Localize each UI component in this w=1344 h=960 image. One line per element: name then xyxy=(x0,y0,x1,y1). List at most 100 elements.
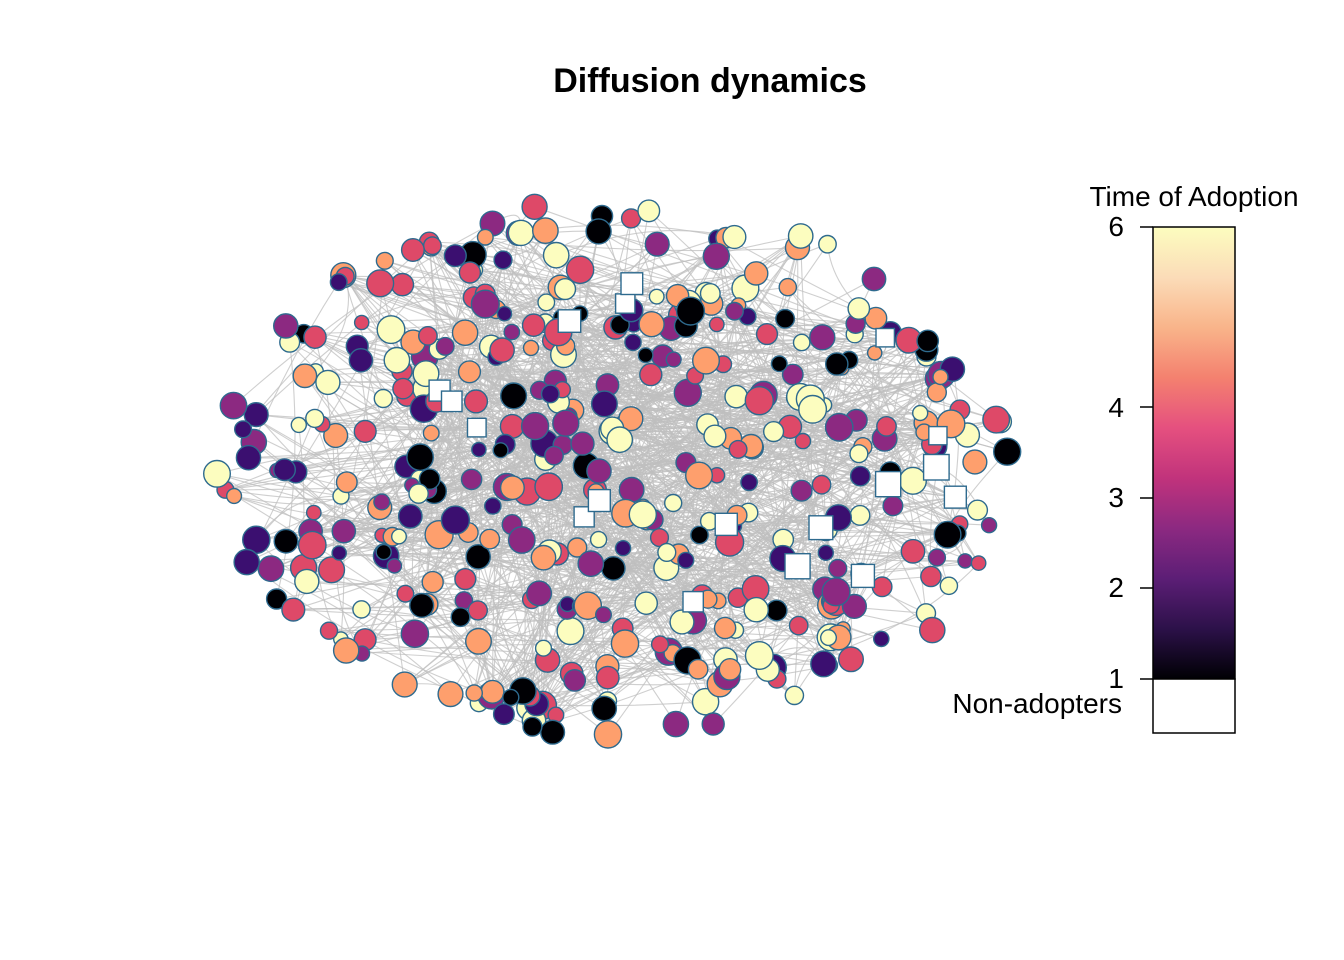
non-adopter-node xyxy=(682,590,704,613)
network-edge xyxy=(687,303,889,485)
adopter-node xyxy=(725,301,744,321)
adopter-node xyxy=(489,337,515,363)
adopter-node xyxy=(563,669,587,692)
adopter-node xyxy=(297,530,327,560)
adopter-node xyxy=(463,389,489,414)
network-edge xyxy=(503,408,813,715)
adopter-node xyxy=(391,528,408,545)
adopter-node xyxy=(376,315,406,345)
adoption-legend: Time of Adoption 6 4 3 2 1 Non-adopters xyxy=(952,181,1299,734)
adopter-node xyxy=(257,555,285,583)
adopter-node xyxy=(375,251,394,270)
adopter-node xyxy=(522,339,540,357)
adopter-node xyxy=(396,584,415,603)
adopter-node xyxy=(534,472,564,502)
adopter-node xyxy=(675,296,706,326)
adopter-node xyxy=(790,479,813,502)
adopter-node xyxy=(648,288,665,305)
network-edge xyxy=(401,368,942,376)
adopter-node xyxy=(520,411,550,441)
adopter-node xyxy=(882,495,904,517)
adopter-node xyxy=(692,346,721,375)
adopter-node xyxy=(650,635,670,654)
adopter-node xyxy=(303,325,327,350)
legend-tick-label: 3 xyxy=(1108,482,1124,513)
adopter-node xyxy=(743,596,770,623)
adopter-node xyxy=(542,241,570,269)
adopter-node xyxy=(691,687,720,716)
adopter-node xyxy=(787,223,814,249)
adopter-node xyxy=(565,255,595,285)
network-edge xyxy=(829,340,910,666)
network-edge xyxy=(233,223,493,407)
adopter-node xyxy=(219,391,248,420)
adopter-node xyxy=(600,556,626,581)
network-edge xyxy=(607,384,840,428)
adopter-node xyxy=(900,538,926,564)
adopter-node xyxy=(993,437,1022,466)
adopter-node xyxy=(628,500,657,529)
adopter-node xyxy=(496,305,513,322)
adopter-node xyxy=(440,505,471,535)
adopter-node xyxy=(331,545,348,561)
non-adopter-node xyxy=(714,512,739,537)
adopter-node xyxy=(532,217,559,245)
adopter-node xyxy=(743,261,769,286)
adopter-node xyxy=(861,266,887,292)
adopter-node xyxy=(825,352,849,376)
adopter-node xyxy=(724,384,749,409)
adopter-node xyxy=(589,530,608,549)
adopter-node xyxy=(657,542,677,562)
network-edge xyxy=(313,512,706,703)
network-edge xyxy=(289,341,432,434)
adopter-node xyxy=(824,412,854,442)
adopter-node xyxy=(690,525,709,545)
adopter-node xyxy=(409,592,435,618)
adopter-node xyxy=(492,442,509,459)
adopter-node xyxy=(708,316,725,333)
network-edge xyxy=(678,293,707,555)
adopter-node xyxy=(521,193,548,221)
adopter-node xyxy=(443,244,467,268)
adopter-node xyxy=(927,548,947,567)
adopter-node xyxy=(540,384,560,404)
adopter-node xyxy=(957,553,973,569)
network-nodes xyxy=(202,193,1022,749)
adopter-node xyxy=(391,671,418,698)
adopter-node xyxy=(849,444,869,464)
network-edge xyxy=(601,215,689,661)
non-adopter-node xyxy=(928,425,948,446)
adopter-node xyxy=(570,431,595,456)
adopter-node xyxy=(775,308,796,329)
legend-non-adopters-box xyxy=(1152,678,1236,734)
adopter-node xyxy=(794,432,812,450)
adopter-node xyxy=(483,497,502,515)
adopter-node xyxy=(722,224,747,250)
adopter-node xyxy=(272,313,299,339)
plot-title: Diffusion dynamics xyxy=(553,62,867,100)
adopter-node xyxy=(226,487,243,505)
adopter-node xyxy=(841,593,867,619)
adopter-node xyxy=(962,449,988,475)
adopter-node xyxy=(348,347,374,373)
adopter-node xyxy=(406,443,434,472)
adopter-node xyxy=(471,441,487,458)
network-edge xyxy=(384,260,829,639)
adopter-node xyxy=(744,386,774,416)
adopter-node xyxy=(781,363,804,386)
adopter-node xyxy=(460,468,483,491)
adopter-node xyxy=(618,476,645,503)
adopter-node xyxy=(290,416,307,434)
adopter-node xyxy=(933,520,962,549)
adopter-node xyxy=(932,368,949,386)
non-adopter-node xyxy=(850,563,876,589)
network-edge xyxy=(421,496,956,606)
non-adopter-node xyxy=(440,390,463,413)
adopter-node xyxy=(687,658,709,680)
adopter-node xyxy=(590,390,618,418)
non-adopter-node xyxy=(874,470,902,498)
network-edge xyxy=(557,331,831,638)
adopter-node xyxy=(400,619,430,649)
adopter-node xyxy=(373,493,391,511)
